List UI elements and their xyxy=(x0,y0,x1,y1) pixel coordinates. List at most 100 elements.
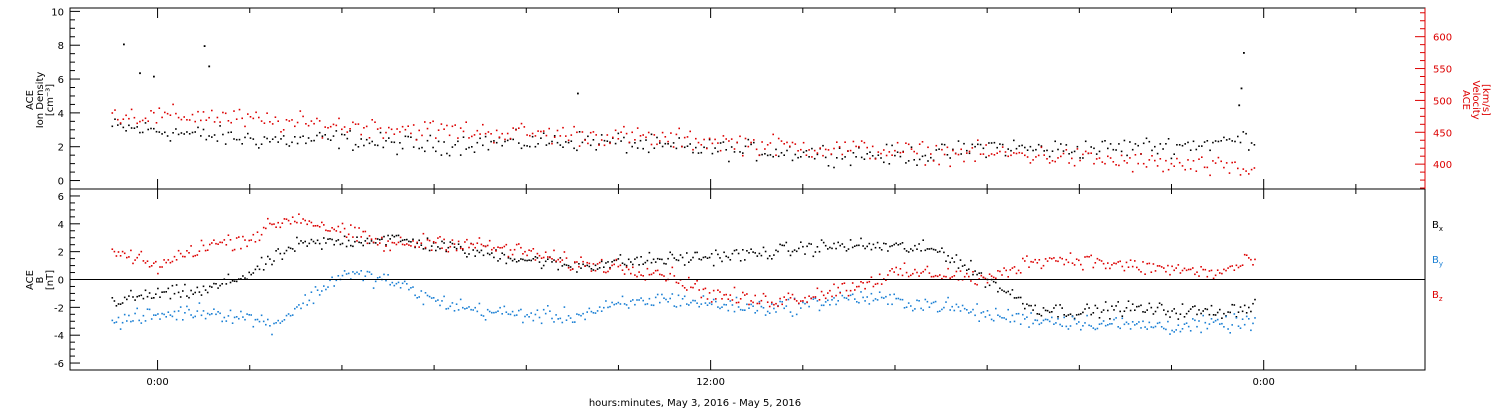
data-point xyxy=(1206,327,1209,330)
data-point xyxy=(426,239,429,241)
data-point xyxy=(476,129,479,132)
data-point xyxy=(549,310,551,312)
data-point xyxy=(719,257,721,259)
data-point xyxy=(679,304,682,307)
data-point xyxy=(656,293,659,296)
data-point xyxy=(310,221,313,224)
data-point xyxy=(902,151,904,153)
data-point xyxy=(806,245,808,248)
data-point xyxy=(694,283,696,285)
data-point xyxy=(255,111,257,114)
data-point xyxy=(830,153,833,155)
data-point xyxy=(457,140,459,143)
data-point xyxy=(913,150,915,153)
data-point xyxy=(1194,319,1196,322)
data-point xyxy=(1253,167,1256,169)
data-point xyxy=(876,241,879,244)
data-point xyxy=(227,273,230,276)
data-point xyxy=(1208,323,1211,325)
data-point xyxy=(1194,273,1196,276)
data-point xyxy=(1237,135,1239,138)
data-point xyxy=(1131,148,1134,151)
data-point xyxy=(188,252,190,254)
data-point xyxy=(941,148,943,151)
data-point xyxy=(374,280,377,283)
data-point xyxy=(175,112,177,115)
data-point xyxy=(980,272,983,274)
data-point xyxy=(986,310,989,312)
data-point xyxy=(509,313,512,316)
data-point xyxy=(1098,157,1101,159)
data-point xyxy=(262,226,265,229)
data-point xyxy=(1095,158,1098,160)
data-point xyxy=(760,299,763,302)
data-point xyxy=(1035,156,1037,158)
data-point xyxy=(1250,142,1253,144)
data-point xyxy=(1154,325,1157,328)
data-point xyxy=(256,231,259,233)
data-point xyxy=(584,139,586,141)
data-point xyxy=(435,150,437,153)
data-point xyxy=(515,243,518,246)
data-point xyxy=(241,143,243,145)
data-point xyxy=(990,142,993,144)
data-point xyxy=(150,318,153,320)
data-point xyxy=(318,226,321,228)
data-point xyxy=(573,125,575,128)
data-point xyxy=(755,159,758,162)
data-point xyxy=(534,145,537,148)
data-point xyxy=(1004,151,1007,153)
data-point xyxy=(1134,309,1136,311)
data-point xyxy=(192,293,194,295)
data-point xyxy=(396,128,398,130)
data-point xyxy=(988,142,990,144)
data-point xyxy=(115,305,118,307)
data-point xyxy=(464,252,466,254)
data-point xyxy=(665,279,667,282)
data-point xyxy=(692,299,694,302)
data-point xyxy=(789,311,792,313)
data-point xyxy=(422,248,425,250)
data-point xyxy=(681,285,684,287)
data-point xyxy=(399,131,401,133)
data-point xyxy=(615,258,618,261)
data-point xyxy=(607,270,609,273)
data-point xyxy=(1171,329,1173,332)
data-point xyxy=(412,240,414,242)
data-point xyxy=(704,256,707,258)
data-point xyxy=(963,160,965,163)
data-point xyxy=(914,244,916,247)
data-point xyxy=(1235,264,1238,267)
data-point xyxy=(146,260,149,262)
data-point xyxy=(671,266,674,269)
data-point xyxy=(534,313,537,316)
data-point xyxy=(580,314,582,317)
data-point xyxy=(171,260,174,263)
data-point xyxy=(595,134,597,136)
data-point xyxy=(970,259,972,262)
data-point xyxy=(167,311,170,313)
data-point xyxy=(988,284,991,287)
data-point xyxy=(845,250,848,252)
data-point xyxy=(507,255,510,258)
data-point xyxy=(957,306,960,308)
data-point xyxy=(300,240,302,242)
data-point xyxy=(287,246,290,249)
data-point xyxy=(758,154,761,157)
data-point xyxy=(1009,321,1012,323)
data-point xyxy=(323,285,325,287)
data-point xyxy=(368,235,371,237)
data-point xyxy=(518,142,520,144)
data-point xyxy=(702,295,705,297)
data-point xyxy=(335,130,338,132)
data-point xyxy=(966,152,968,154)
data-point xyxy=(1024,260,1026,262)
data-point xyxy=(578,131,581,133)
data-point xyxy=(323,224,325,226)
data-point xyxy=(396,153,398,156)
data-point xyxy=(341,128,343,131)
data-point xyxy=(426,294,429,297)
data-point xyxy=(454,124,456,126)
data-point xyxy=(802,151,805,154)
data-point xyxy=(1068,162,1070,164)
